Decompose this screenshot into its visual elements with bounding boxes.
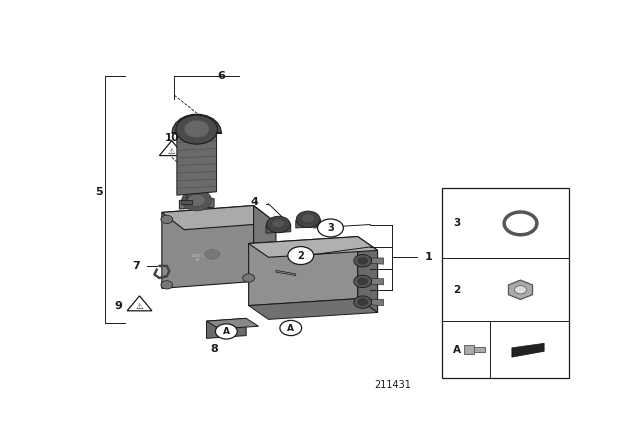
Circle shape (354, 254, 372, 267)
Polygon shape (372, 279, 383, 285)
Circle shape (288, 246, 314, 264)
Circle shape (358, 257, 368, 264)
Circle shape (317, 219, 344, 237)
Text: 1: 1 (425, 252, 433, 262)
Text: A: A (453, 345, 461, 354)
Circle shape (358, 299, 368, 306)
Circle shape (354, 275, 372, 288)
Polygon shape (372, 299, 383, 306)
Text: 6: 6 (218, 71, 225, 81)
Text: 2: 2 (298, 250, 304, 261)
Circle shape (176, 115, 218, 144)
Text: 8: 8 (210, 344, 218, 354)
Circle shape (188, 194, 205, 207)
Text: 7: 7 (132, 261, 140, 271)
Polygon shape (179, 198, 214, 209)
Polygon shape (162, 206, 276, 230)
Circle shape (515, 286, 527, 294)
FancyBboxPatch shape (442, 188, 568, 378)
Text: A: A (287, 323, 294, 332)
Text: ⚠: ⚠ (136, 302, 143, 311)
Polygon shape (276, 271, 296, 276)
Polygon shape (253, 206, 276, 299)
Polygon shape (249, 237, 358, 306)
Polygon shape (512, 343, 544, 357)
Text: 3: 3 (327, 223, 334, 233)
Circle shape (358, 278, 368, 285)
Text: 10: 10 (164, 133, 179, 143)
Polygon shape (474, 348, 485, 352)
Circle shape (243, 274, 255, 282)
Text: 2: 2 (453, 285, 460, 295)
Text: ⚠: ⚠ (168, 147, 175, 156)
Text: 211431: 211431 (374, 380, 411, 390)
Circle shape (182, 190, 212, 211)
Circle shape (161, 281, 173, 289)
Circle shape (296, 211, 320, 228)
Text: 9: 9 (115, 301, 122, 310)
Text: 4: 4 (251, 197, 259, 207)
Polygon shape (127, 296, 152, 311)
Circle shape (301, 214, 315, 223)
Polygon shape (296, 220, 321, 228)
Polygon shape (249, 237, 378, 257)
Polygon shape (463, 345, 474, 354)
Polygon shape (508, 280, 532, 299)
Circle shape (266, 216, 291, 233)
Polygon shape (266, 224, 291, 233)
Polygon shape (162, 206, 253, 289)
Text: 5: 5 (95, 187, 102, 197)
Polygon shape (372, 258, 383, 264)
Text: DOT 4
LV: DOT 4 LV (192, 254, 205, 262)
Polygon shape (177, 133, 216, 195)
Circle shape (280, 320, 301, 336)
Circle shape (216, 324, 237, 339)
Polygon shape (159, 141, 184, 155)
Polygon shape (249, 299, 378, 319)
Circle shape (504, 212, 537, 235)
Circle shape (161, 215, 173, 224)
Circle shape (184, 121, 209, 138)
Polygon shape (207, 319, 246, 338)
Text: A: A (223, 327, 230, 336)
Circle shape (204, 248, 221, 260)
Circle shape (354, 296, 372, 308)
Circle shape (272, 219, 285, 228)
Text: 3: 3 (453, 218, 460, 228)
Polygon shape (358, 237, 378, 313)
Polygon shape (172, 114, 221, 133)
Polygon shape (207, 319, 259, 329)
Polygon shape (181, 200, 192, 204)
